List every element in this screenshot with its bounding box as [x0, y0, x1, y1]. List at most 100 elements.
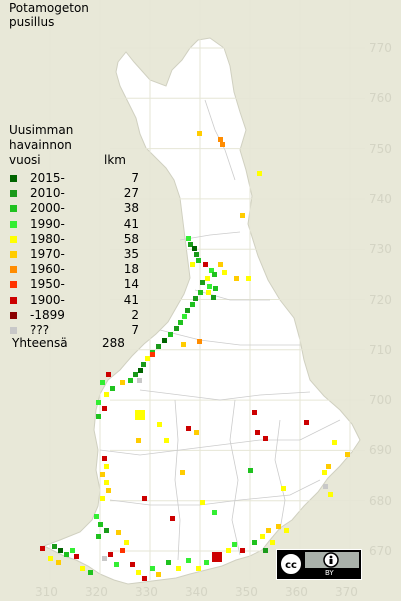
legend-row: 2000- 38 — [10, 202, 145, 217]
y-tick-label: 680 — [369, 493, 392, 508]
attribution-icon — [323, 552, 339, 568]
observation-square — [104, 392, 109, 397]
province-borders — [99, 99, 341, 561]
observation-square — [263, 548, 268, 553]
observation-square — [234, 276, 239, 281]
observation-square — [135, 410, 145, 420]
observation-square — [190, 302, 195, 307]
observation-square — [248, 468, 253, 473]
observation-square — [102, 456, 107, 461]
observation-square — [96, 534, 101, 539]
observation-square — [203, 262, 208, 267]
legend-heading-line3: vuosi — [9, 153, 41, 167]
observation-square — [196, 258, 201, 263]
legend-row-count: 7 — [131, 171, 139, 185]
observation-marks — [40, 131, 350, 581]
y-tick-label: 700 — [369, 393, 392, 408]
legend-swatch — [10, 235, 17, 243]
observation-square — [108, 552, 113, 557]
observation-square — [194, 252, 199, 257]
y-tick-label: 740 — [369, 191, 392, 206]
observation-square — [207, 284, 212, 289]
legend-total-label: Yhteensä — [12, 336, 68, 350]
observation-square — [156, 572, 161, 577]
observation-square — [332, 440, 337, 445]
observation-square — [204, 560, 209, 565]
observation-square — [186, 236, 191, 241]
observation-square — [100, 496, 105, 501]
observation-square — [328, 492, 333, 497]
observation-square — [74, 554, 79, 559]
legend-row: 2010- 27 — [10, 187, 145, 202]
legend-row-count: 18 — [123, 262, 139, 277]
observation-square — [128, 378, 133, 383]
legend-row-count: 7 — [131, 323, 139, 337]
observation-square — [137, 378, 142, 383]
legend-swatch — [10, 175, 17, 182]
observation-square — [246, 276, 251, 281]
observation-square — [197, 339, 202, 344]
observation-square — [218, 137, 223, 142]
observation-square — [106, 488, 111, 493]
observation-square — [56, 560, 61, 565]
observation-square — [110, 386, 115, 391]
observation-square — [142, 576, 147, 581]
observation-square — [102, 406, 107, 411]
x-tick-label: 320 — [85, 585, 108, 599]
observation-square — [186, 426, 191, 431]
observation-square — [206, 290, 211, 295]
observation-square — [200, 280, 205, 285]
legend-row-label: 1970- — [30, 247, 65, 261]
legend-row-label: 2000- — [30, 201, 65, 216]
observation-square — [94, 514, 99, 519]
legend-heading-line1: Uusimman — [9, 123, 74, 137]
observation-square — [124, 540, 129, 545]
observation-square — [220, 142, 225, 147]
observation-square — [166, 560, 171, 565]
legend-row-count: 58 — [123, 231, 139, 246]
observation-square — [120, 380, 125, 385]
y-tick-label: 730 — [369, 242, 392, 257]
legend-row: 1950- 14 — [10, 278, 145, 293]
observation-square — [145, 356, 150, 361]
legend-row-label: 1990- — [30, 216, 65, 231]
svg-text:cc: cc — [285, 560, 297, 571]
observation-square — [211, 295, 216, 300]
observation-square — [257, 171, 262, 176]
observation-square — [96, 400, 101, 405]
x-tick-label: 310 — [35, 585, 58, 599]
observation-square — [252, 410, 257, 415]
observation-square — [70, 548, 75, 553]
legend-row-count: 27 — [123, 186, 139, 201]
observation-square — [284, 528, 289, 533]
observation-square — [116, 530, 121, 535]
observation-square — [106, 372, 111, 377]
legend-swatch — [10, 327, 17, 334]
observation-square — [136, 570, 141, 575]
legend-row-label: ??? — [30, 323, 50, 337]
observation-square — [48, 556, 53, 561]
species-title-line2: pusillus — [9, 15, 55, 29]
observation-square — [52, 544, 57, 549]
observation-square — [270, 540, 275, 545]
observation-square — [157, 422, 162, 427]
legend-swatch — [10, 190, 17, 198]
observation-square — [133, 372, 138, 377]
license-badge[interactable]: cc BY — [276, 549, 362, 580]
legend-row: -1899 2 — [10, 308, 145, 324]
observation-square — [174, 326, 179, 331]
legend-row-count: 14 — [123, 277, 139, 292]
legend-row-count: 38 — [123, 201, 139, 216]
observation-square — [197, 131, 202, 136]
legend-row-label: 1980- — [30, 231, 65, 246]
observation-square — [40, 546, 45, 551]
observation-square — [281, 486, 286, 491]
legend-row: 1960- 18 — [10, 263, 145, 278]
legend-swatch — [10, 251, 17, 258]
observation-square — [226, 548, 231, 553]
observation-square — [150, 352, 155, 357]
observation-square — [190, 262, 195, 267]
observation-square — [156, 344, 161, 349]
license-by-text: BY — [325, 569, 334, 577]
legend-row-label: 2015- — [30, 171, 65, 185]
